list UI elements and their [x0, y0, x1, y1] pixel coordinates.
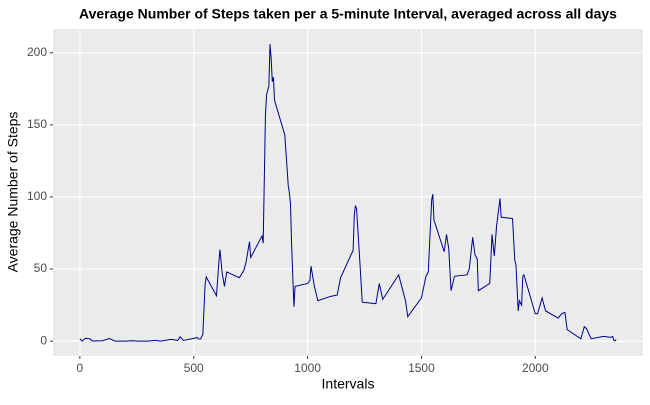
- x-tick-label: 0: [77, 361, 84, 375]
- y-tick-label: 0: [40, 333, 47, 347]
- y-tick-label: 200: [27, 45, 47, 59]
- line: [79, 44, 617, 342]
- x-tick-label: 1000: [294, 361, 321, 375]
- x-tick-label: 2000: [522, 361, 549, 375]
- y-tick-label: 150: [27, 117, 47, 131]
- plot-panel: [53, 29, 643, 356]
- y-tick-label: 100: [27, 189, 47, 203]
- x-tick-label: 500: [184, 361, 204, 375]
- x-tick-label: 1500: [408, 361, 435, 375]
- y-axis-title: Average Number of Steps: [5, 112, 21, 273]
- chart-title: Average Number of Steps taken per a 5-mi…: [79, 6, 617, 22]
- x-axis-title: Intervals: [322, 376, 375, 392]
- y-tick-label: 50: [34, 261, 48, 275]
